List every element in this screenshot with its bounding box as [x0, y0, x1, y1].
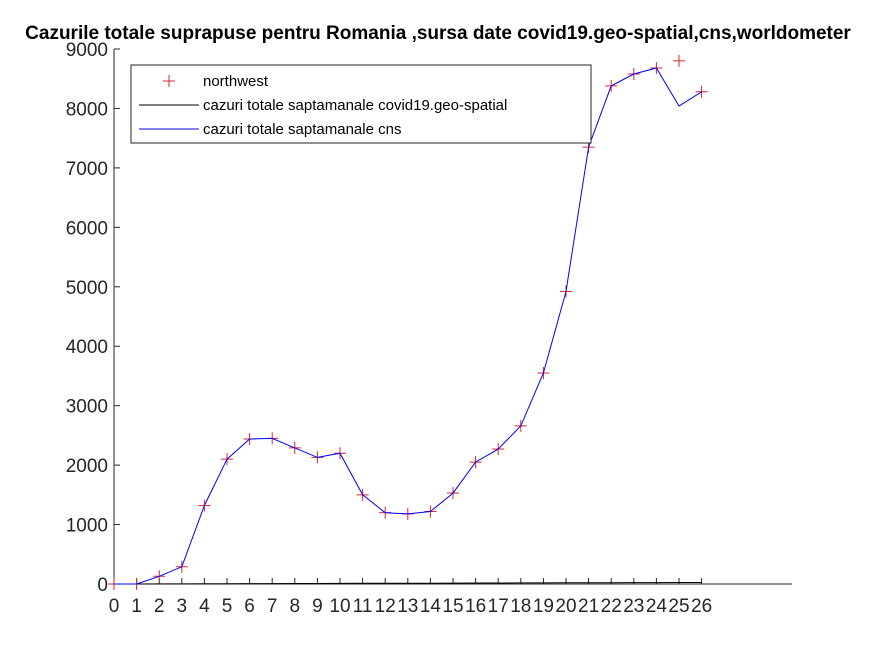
- x-tick-label: 11: [353, 596, 373, 617]
- x-tick-label: 15: [442, 596, 463, 617]
- legend-entry: cazuri totale saptamanale covid19.geo-sp…: [139, 97, 507, 114]
- x-tick-label: 7: [267, 596, 278, 617]
- data-point-marker: [673, 54, 685, 67]
- y-tick-label: 1000: [66, 516, 108, 537]
- legend-label: cazuri totale saptamanale cns: [203, 121, 401, 138]
- series-line: [114, 582, 702, 585]
- series-line: [114, 67, 702, 585]
- y-tick-label: 4000: [66, 337, 108, 358]
- chart-title: Cazurile totale suprapuse pentru Romania…: [25, 23, 851, 44]
- x-tick-label: 9: [312, 596, 323, 617]
- x-tick-label: 14: [420, 596, 442, 617]
- legend: northwest cazuri totale saptamanale covid…: [130, 64, 592, 144]
- legend-entry: cazuri totale saptamanale cns: [139, 121, 401, 138]
- x-tick-label: 22: [601, 596, 622, 617]
- y-tick-label: 7000: [66, 159, 108, 180]
- x-tick-label: 19: [533, 596, 554, 617]
- x-tick-label: 6: [244, 596, 255, 617]
- y-tick-label: 9000: [66, 40, 108, 61]
- x-tick-label: 5: [222, 596, 233, 617]
- y-tick-label: 0: [97, 575, 108, 596]
- x-tick-label: 0: [109, 596, 120, 617]
- y-tick-label: 3000: [66, 397, 108, 418]
- x-tick-label: 3: [177, 596, 188, 617]
- series-layer: [108, 54, 708, 590]
- legend-box: [130, 64, 592, 144]
- legend-label: cazuri totale saptamanale covid19.geo-sp…: [203, 97, 507, 114]
- x-tick-label: 8: [290, 596, 301, 617]
- legend-entry: northwest: [163, 73, 269, 90]
- x-tick-label: 1: [131, 596, 142, 617]
- series-cazuri-totale-saptamanale-covid19-geo-spatial: [114, 582, 702, 585]
- series-cazuri-totale-saptamanale-cns: [114, 67, 702, 585]
- x-tick-label: 25: [668, 596, 689, 617]
- x-tick-label: 2: [154, 596, 165, 617]
- x-tick-label: 10: [329, 596, 350, 617]
- y-tick-label: 6000: [66, 218, 108, 239]
- y-tick-label: 5000: [66, 278, 108, 299]
- x-tick-label: 18: [510, 596, 531, 617]
- x-tick-label: 21: [578, 596, 599, 617]
- x-tick-label: 20: [555, 596, 576, 617]
- x-tick-label: 13: [397, 596, 418, 617]
- legend-marker-swatch: [163, 75, 175, 87]
- y-tick-label: 8000: [66, 99, 108, 120]
- x-tick-label: 12: [375, 596, 396, 617]
- x-tick-label: 26: [691, 596, 712, 617]
- x-tick-label: 17: [488, 596, 509, 617]
- x-tick-label: 23: [623, 596, 644, 617]
- y-tick-label: 2000: [66, 456, 108, 477]
- x-tick-label: 4: [199, 596, 210, 617]
- legend-label: northwest: [203, 73, 269, 90]
- x-tick-label: 24: [646, 596, 668, 617]
- x-tick-label: 16: [465, 596, 486, 617]
